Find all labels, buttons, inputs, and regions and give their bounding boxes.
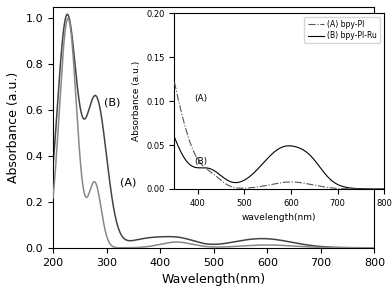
Text: (B): (B)	[194, 157, 207, 166]
Text: (A): (A)	[194, 94, 207, 103]
Text: (A): (A)	[120, 178, 136, 188]
Legend: (A) bpy-PI, (B) bpy-PI-Ru: (A) bpy-PI, (B) bpy-PI-Ru	[305, 17, 380, 43]
X-axis label: wavelength(nm): wavelength(nm)	[242, 213, 317, 222]
Text: (B): (B)	[104, 98, 121, 108]
Y-axis label: Absorbance (a.u.): Absorbance (a.u.)	[7, 72, 20, 183]
X-axis label: Wavelength(nm): Wavelength(nm)	[162, 273, 266, 286]
Y-axis label: Absorbance (a.u.): Absorbance (a.u.)	[132, 61, 141, 141]
